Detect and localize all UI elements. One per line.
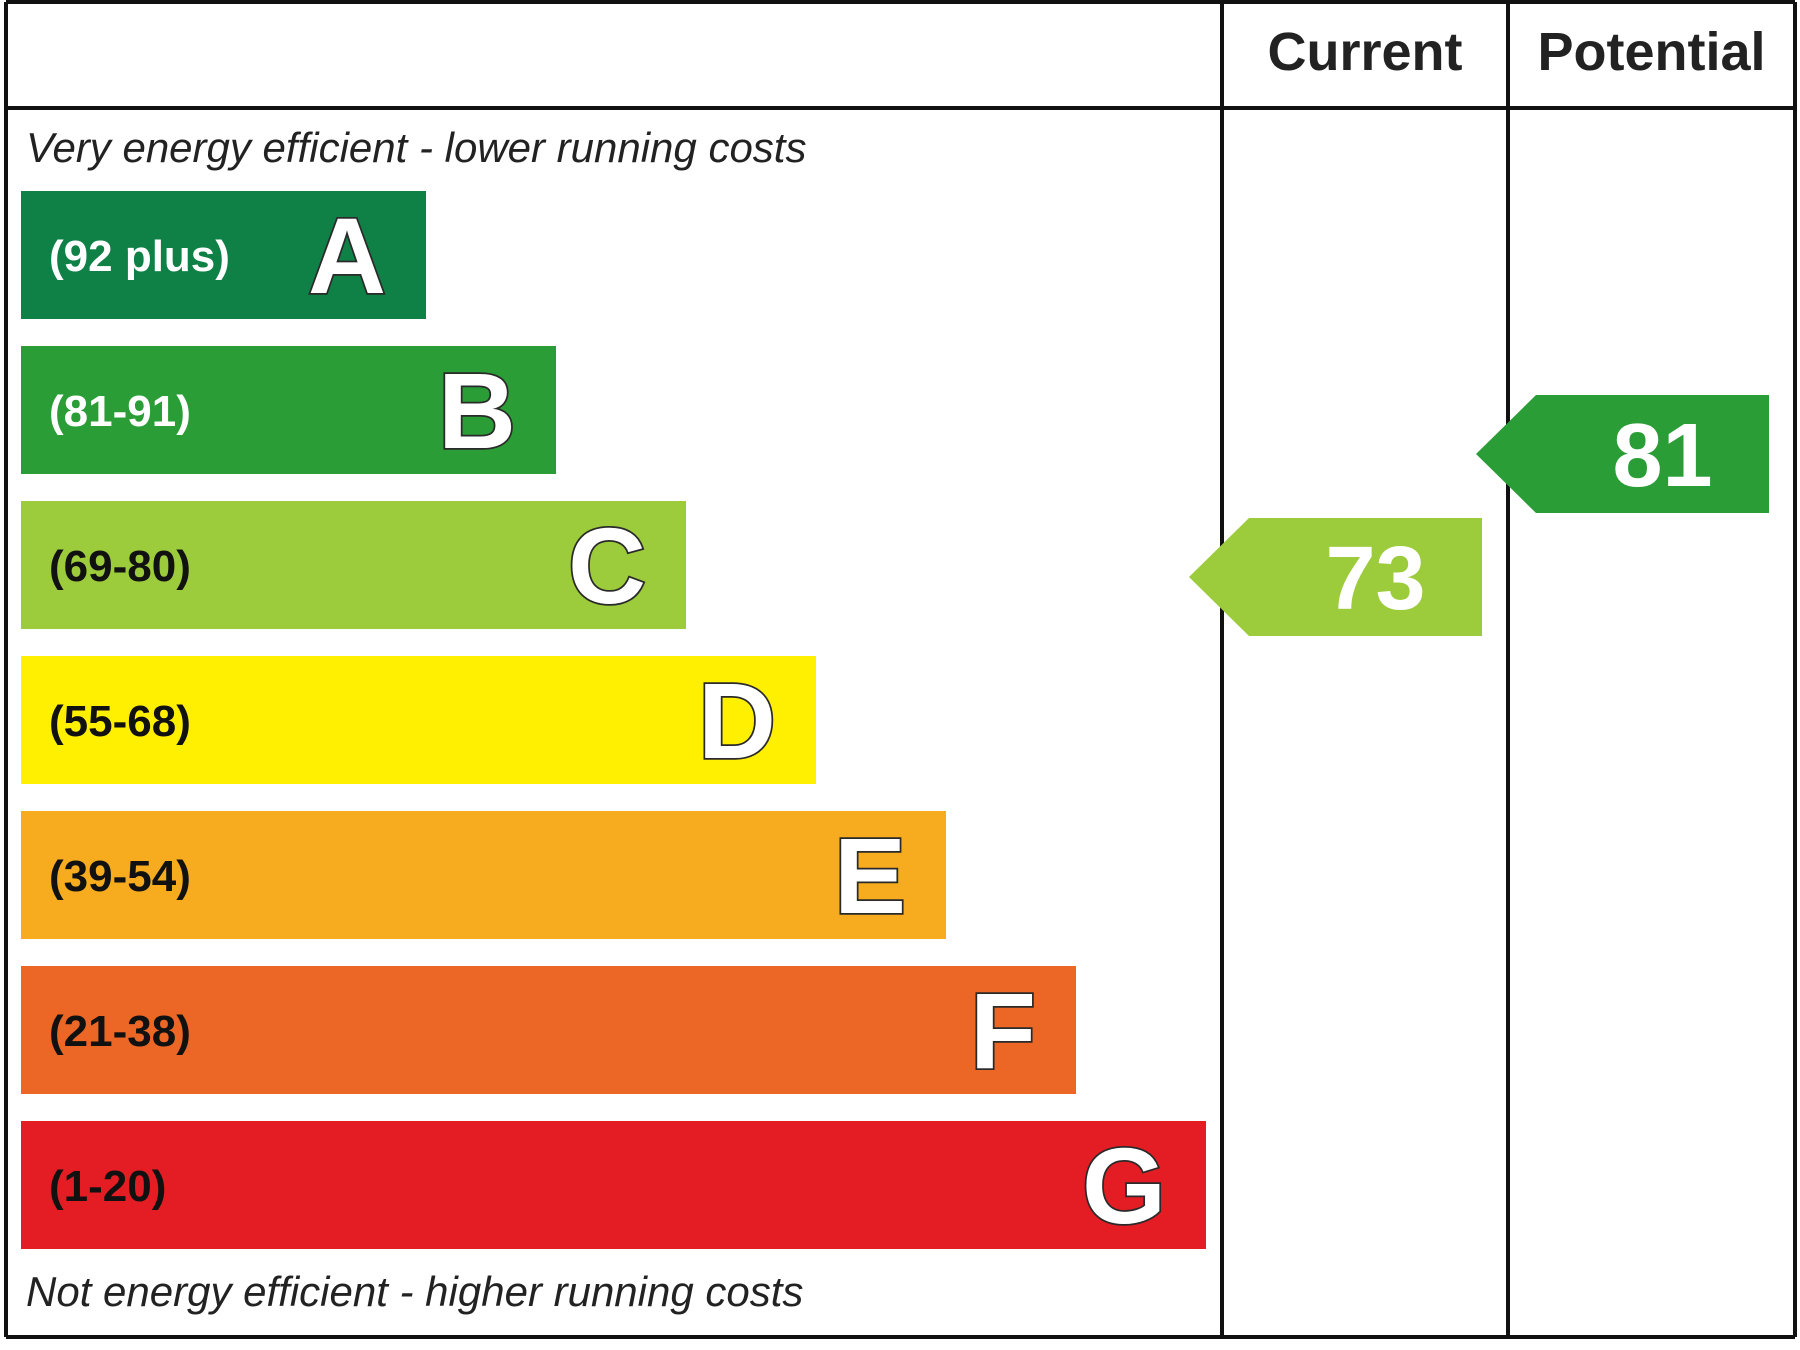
band-bar-a bbox=[21, 191, 426, 319]
band-e: (39-54) E bbox=[21, 811, 946, 939]
band-bar-b bbox=[21, 346, 556, 474]
potential-rating-value: 81 bbox=[1612, 406, 1712, 506]
band-range-label: (55-68) bbox=[49, 697, 191, 746]
band-d: (55-68) D bbox=[21, 656, 816, 784]
chart-frame bbox=[4, 0, 1797, 1339]
band-letter-label: E bbox=[834, 815, 906, 936]
band-range-label: (69-80) bbox=[49, 542, 191, 591]
potential-rating-arrow: 81 bbox=[1476, 395, 1769, 513]
band-letter-label: C bbox=[568, 505, 646, 626]
band-range-label: (92 plus) bbox=[49, 232, 230, 281]
band-range-label: (39-54) bbox=[49, 852, 191, 901]
band-letter-label: A bbox=[308, 195, 386, 316]
band-bar-e bbox=[21, 811, 946, 939]
band-f: (21-38) F bbox=[21, 966, 1076, 1094]
band-letter-label: D bbox=[698, 660, 776, 781]
band-bar-d bbox=[21, 656, 816, 784]
bottom-efficiency-note: Not energy efficient - higher running co… bbox=[26, 1268, 803, 1315]
band-bar-f bbox=[21, 966, 1076, 1094]
rating-arrows: 73 81 bbox=[1189, 395, 1769, 636]
band-range-label: (1-20) bbox=[49, 1162, 166, 1211]
current-rating-value: 73 bbox=[1325, 529, 1425, 629]
current-column-header: Current bbox=[1267, 22, 1462, 82]
band-a: (92 plus) A bbox=[21, 191, 426, 319]
potential-rating-shape bbox=[1476, 395, 1769, 513]
band-bar-g bbox=[21, 1121, 1206, 1249]
band-letter-label: G bbox=[1082, 1125, 1166, 1246]
band-g: (1-20) G bbox=[21, 1121, 1206, 1249]
band-b: (81-91) B bbox=[21, 346, 556, 474]
rating-bands: (92 plus) A (81-91) B (69-80) C (55-68) D (39-54… bbox=[21, 191, 1206, 1249]
potential-column-header: Potential bbox=[1537, 22, 1765, 82]
band-range-label: (81-91) bbox=[49, 387, 191, 436]
band-bar-c bbox=[21, 501, 686, 629]
current-rating-arrow: 73 bbox=[1189, 518, 1482, 636]
band-letter-label: B bbox=[438, 350, 516, 471]
current-rating-shape bbox=[1189, 518, 1482, 636]
band-range-label: (21-38) bbox=[49, 1007, 191, 1056]
band-c: (69-80) C bbox=[21, 501, 686, 629]
top-efficiency-note: Very energy efficient - lower running co… bbox=[26, 124, 806, 171]
band-letter-label: F bbox=[970, 970, 1036, 1091]
